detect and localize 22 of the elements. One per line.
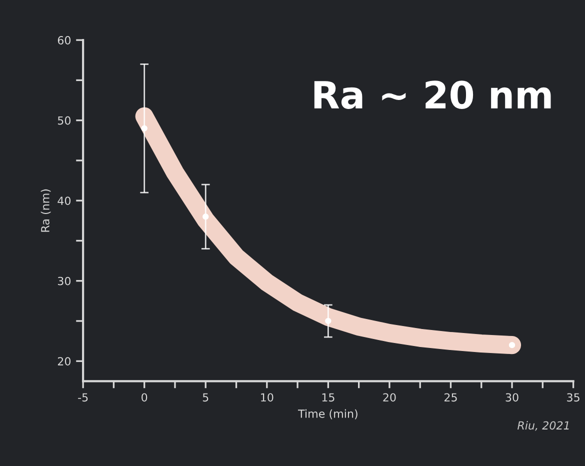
y-tick-label: 20 xyxy=(58,357,71,366)
x-tick-label: 30 xyxy=(506,393,518,402)
x-tick-label: 10 xyxy=(261,393,274,402)
y-axis-title: Ra (nm) xyxy=(40,189,51,232)
x-tick-label: -5 xyxy=(78,393,88,402)
x-axis-title: Time (min) xyxy=(298,409,358,420)
y-tick-label: 60 xyxy=(58,36,71,44)
x-tick-label: 5 xyxy=(202,393,208,402)
y-tick-label: 40 xyxy=(58,196,71,205)
point xyxy=(141,125,148,132)
point xyxy=(325,318,332,324)
x-tick-label: 0 xyxy=(142,393,148,402)
y-tick-label: 30 xyxy=(58,276,71,286)
annotation: Ra ~ 20 nm xyxy=(314,80,551,109)
text: Riu, 2021 xyxy=(517,421,569,431)
y-tick-label: 50 xyxy=(58,116,71,125)
point xyxy=(202,214,209,220)
x-tick-label: 20 xyxy=(383,393,396,402)
point xyxy=(508,342,516,348)
x-tick-label: 25 xyxy=(444,393,457,402)
x-tick-label: 35 xyxy=(567,393,580,402)
x-tick-label: 15 xyxy=(322,393,334,402)
